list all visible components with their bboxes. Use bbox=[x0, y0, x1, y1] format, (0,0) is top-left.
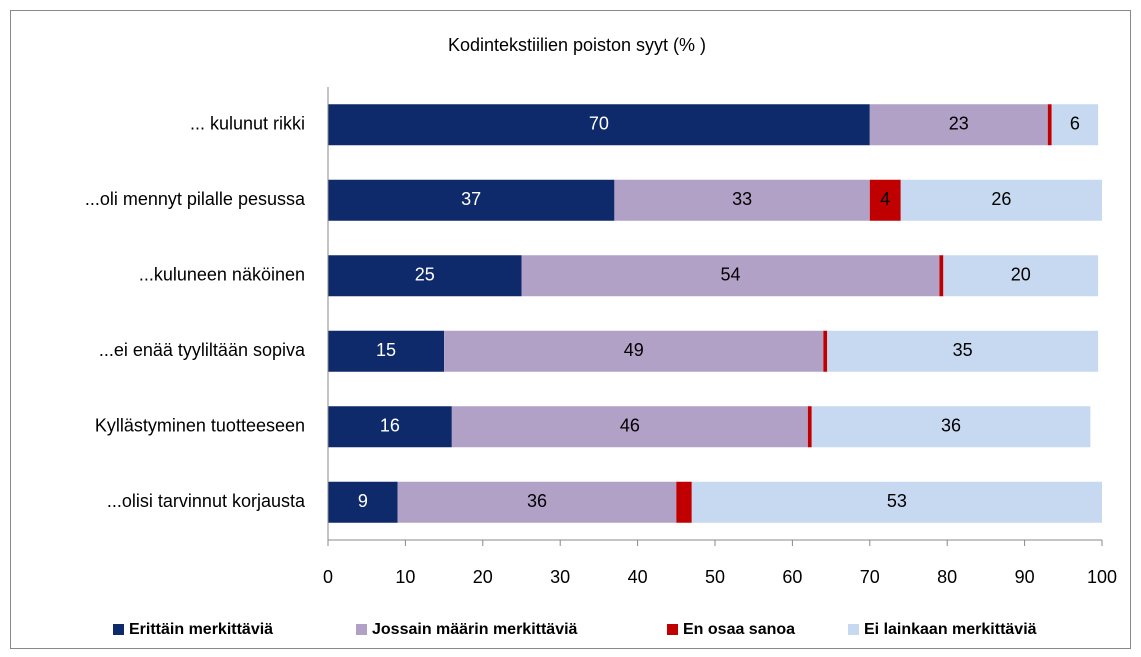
bar-segment bbox=[328, 179, 615, 221]
category-label: Kyllästyminen tuotteeseen bbox=[95, 416, 305, 436]
x-tick-label: 0 bbox=[323, 567, 333, 587]
bar-segment bbox=[328, 104, 870, 146]
data-label: 25 bbox=[415, 265, 435, 285]
bar-segment bbox=[676, 481, 692, 523]
legend-swatch bbox=[113, 624, 124, 635]
legend-label: Jossain määrin merkittäviä bbox=[372, 621, 578, 638]
x-tick-label: 10 bbox=[395, 567, 415, 587]
bar-segment bbox=[1047, 104, 1052, 146]
data-label: 49 bbox=[624, 340, 644, 360]
bar-segment bbox=[827, 330, 1099, 372]
legend-swatch bbox=[667, 624, 678, 635]
data-label: 35 bbox=[953, 340, 973, 360]
category-label: ...kuluneen näköinen bbox=[139, 265, 305, 285]
bar-segment bbox=[869, 179, 901, 221]
x-tick-label: 90 bbox=[1015, 567, 1035, 587]
data-label: 26 bbox=[991, 189, 1011, 209]
category-label: ... kulunut rikki bbox=[190, 114, 305, 134]
bar-segment bbox=[691, 481, 1102, 523]
bar-segment bbox=[614, 179, 870, 221]
data-label: 36 bbox=[527, 491, 547, 511]
data-label: 4 bbox=[880, 189, 890, 209]
data-label: 46 bbox=[620, 416, 640, 436]
legend-label: Erittäin merkittäviä bbox=[129, 621, 273, 638]
data-label: 53 bbox=[887, 491, 907, 511]
data-label: 37 bbox=[461, 189, 481, 209]
bar-segment bbox=[328, 406, 452, 448]
bar-segment bbox=[328, 330, 445, 372]
x-tick-label: 20 bbox=[473, 567, 493, 587]
data-label: 36 bbox=[941, 416, 961, 436]
legend-label: Ei lainkaan merkittäviä bbox=[864, 621, 1037, 638]
bar-segment bbox=[397, 481, 677, 523]
bar-segment bbox=[811, 406, 1091, 448]
category-label: ...ei enää tyyliltään sopiva bbox=[99, 340, 306, 360]
legend-swatch bbox=[356, 624, 367, 635]
data-label: 16 bbox=[380, 416, 400, 436]
data-label: 54 bbox=[720, 265, 740, 285]
bar-segment bbox=[444, 330, 824, 372]
data-label: 70 bbox=[589, 114, 609, 134]
bar-segment bbox=[869, 104, 1048, 146]
data-label: 23 bbox=[949, 114, 969, 134]
data-label: 15 bbox=[376, 340, 396, 360]
bar-segment bbox=[328, 481, 398, 523]
bar-segment bbox=[1051, 104, 1099, 146]
bar-segment bbox=[807, 406, 812, 448]
bar-segment bbox=[943, 255, 1099, 297]
bar-segment bbox=[823, 330, 828, 372]
data-label: 6 bbox=[1070, 114, 1080, 134]
x-tick-label: 40 bbox=[628, 567, 648, 587]
bar-segment bbox=[900, 179, 1102, 221]
chart-title: Kodintekstiilien poiston syyt (% ) bbox=[448, 35, 706, 55]
legend-label: En osaa sanoa bbox=[683, 621, 795, 638]
category-label: ...olisi tarvinnut korjausta bbox=[107, 491, 306, 511]
x-tick-label: 80 bbox=[937, 567, 957, 587]
x-tick-label: 30 bbox=[550, 567, 570, 587]
x-tick-label: 70 bbox=[860, 567, 880, 587]
x-tick-label: 60 bbox=[782, 567, 802, 587]
legend-swatch bbox=[848, 624, 859, 635]
bar-segment bbox=[521, 255, 940, 297]
bar-segment bbox=[939, 255, 944, 297]
data-label: 33 bbox=[732, 189, 752, 209]
data-label: 20 bbox=[1011, 265, 1031, 285]
data-label: 9 bbox=[358, 491, 368, 511]
bar-segment bbox=[451, 406, 808, 448]
category-label: ...oli mennyt pilalle pesussa bbox=[85, 189, 306, 209]
bar-segment bbox=[328, 255, 522, 297]
x-tick-label: 50 bbox=[705, 567, 725, 587]
x-tick-label: 100 bbox=[1087, 567, 1117, 587]
